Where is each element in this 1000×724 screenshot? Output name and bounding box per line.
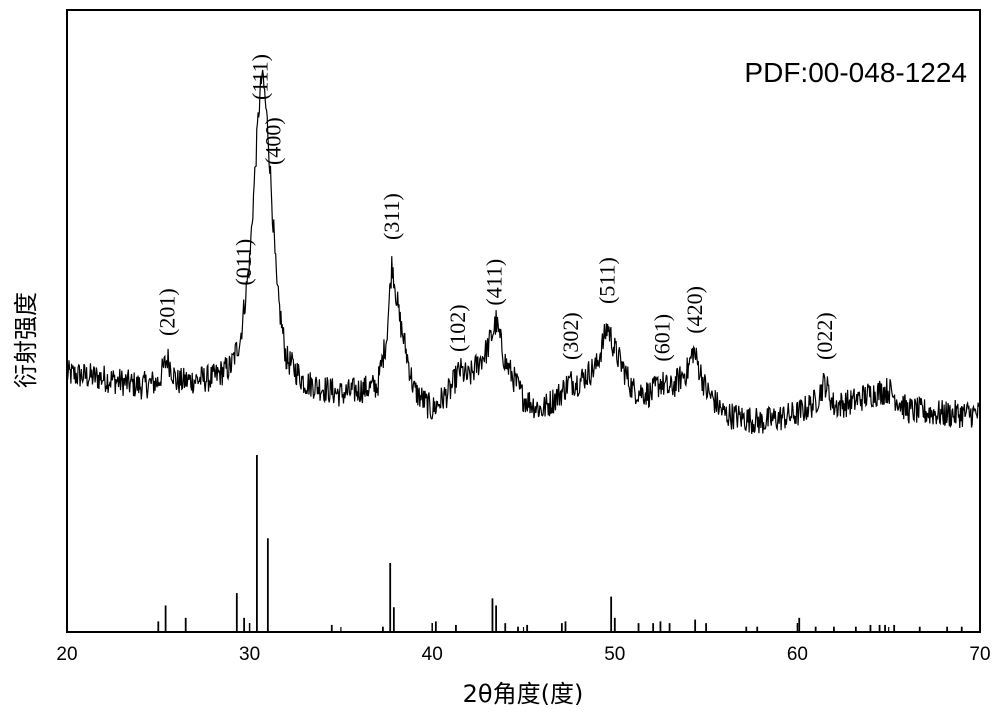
peak-label: (420)	[682, 286, 707, 334]
x-tick-label: 20	[56, 644, 77, 665]
peak-label: (411)	[481, 259, 506, 306]
peak-label: (400)	[260, 117, 285, 165]
peak-label: (102)	[445, 304, 470, 352]
peak-labels: (201) (011) (111) (400) (311) (102) (411) (302)…	[154, 54, 836, 362]
peak-label: (022)	[812, 312, 837, 360]
x-tick-label: 70	[969, 644, 990, 665]
x-tick-label: 50	[604, 644, 625, 665]
peak-label: (302)	[558, 312, 583, 360]
x-tick-label: 40	[422, 644, 443, 665]
peak-label: (511)	[594, 257, 619, 304]
x-tick-label: 60	[787, 644, 808, 665]
plot-frame	[66, 9, 981, 633]
peak-label: (111)	[248, 54, 273, 100]
reference-lines	[157, 455, 963, 632]
xrd-pattern-line	[66, 69, 981, 434]
y-axis-title: 衍射强度	[12, 292, 40, 388]
pattern-series	[66, 69, 981, 434]
peak-label: (311)	[379, 193, 404, 240]
pdf-card-label: PDF:00-048-1224	[744, 57, 967, 88]
peak-label: (201)	[154, 288, 179, 336]
peak-label: (011)	[231, 239, 256, 286]
x-axis-ticks: 20 30 40 50 60 70	[56, 623, 991, 665]
peak-label: (601)	[649, 314, 674, 362]
x-axis-title: 2θ角度(度)	[463, 680, 584, 708]
x-tick-label: 30	[239, 644, 260, 665]
